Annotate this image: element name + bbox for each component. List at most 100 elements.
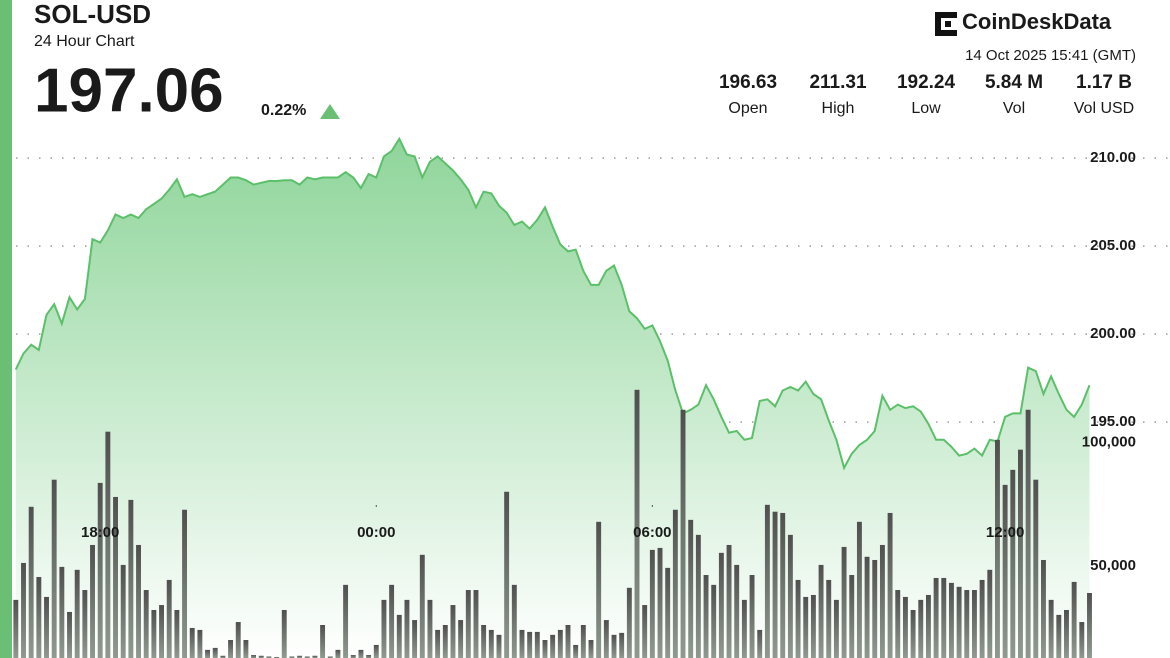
stat-label: Vol USD — [1074, 100, 1134, 117]
timestamp: 14 Oct 2025 15:41 (GMT) — [965, 47, 1136, 64]
volume-bar — [925, 594, 931, 658]
volume-bar — [596, 521, 602, 658]
volume-bar — [143, 590, 149, 658]
volume-bar — [1071, 581, 1077, 658]
change: 0.22% — [261, 102, 306, 119]
volume-bar — [366, 655, 372, 658]
volume-bar — [120, 564, 126, 658]
volume-bar — [1010, 469, 1016, 658]
x-tick-label: 00:00 — [357, 524, 395, 541]
volume-bar — [450, 605, 456, 658]
volume-bar — [550, 634, 556, 658]
subtitle: 24 Hour Chart — [34, 33, 135, 50]
volume-bar — [519, 629, 525, 658]
volume-bar — [504, 491, 510, 658]
logo: CoinDeskData — [935, 9, 1112, 36]
volume-bar — [44, 596, 49, 658]
volume-bar — [534, 631, 540, 658]
volume-bar — [780, 512, 786, 658]
volume-bar — [74, 569, 80, 658]
volume-bar — [251, 655, 257, 658]
volume-bar — [182, 509, 188, 658]
price-area — [15, 138, 1090, 658]
volume-bar — [1079, 622, 1085, 658]
volume-bar — [542, 640, 548, 658]
volume-bar — [718, 552, 724, 658]
volume-bar — [1056, 614, 1062, 658]
volume-bar — [856, 521, 862, 658]
volume-bar — [197, 629, 203, 658]
title: SOL-USD — [34, 0, 151, 29]
volume-bar — [910, 609, 916, 658]
y-tick-label: 195.00 — [1090, 413, 1136, 430]
stat-value: 192.24 — [897, 72, 956, 93]
volume-bar — [343, 584, 349, 658]
volume-bar — [335, 649, 341, 658]
volume-bar — [389, 584, 395, 658]
volume-bar — [948, 582, 954, 658]
logo-icon — [935, 12, 957, 36]
volume-bar — [412, 620, 418, 658]
volume-bar — [13, 599, 19, 658]
volume-bar — [159, 605, 164, 658]
accent-strip — [0, 0, 12, 658]
volume-bar — [212, 647, 218, 658]
x-tick-label: 18:00 — [81, 524, 119, 541]
y-tick-label: 200.00 — [1090, 325, 1136, 342]
volume-bar — [849, 575, 855, 658]
x-tick-label: 12:00 — [986, 524, 1024, 541]
volume-bar — [833, 599, 839, 658]
volume-bar — [757, 629, 763, 658]
volume-bar — [51, 479, 57, 658]
volume-bar — [688, 519, 694, 658]
volume-bar — [128, 499, 134, 658]
volume-bar — [381, 599, 387, 658]
stat-label: Low — [911, 100, 941, 117]
volume-bar — [557, 629, 563, 658]
volume-bar — [611, 634, 617, 658]
volume-bar — [887, 512, 893, 658]
volume-bar — [795, 579, 801, 658]
volume-bar — [327, 656, 333, 658]
volume-bar — [918, 599, 924, 658]
volume-bar — [36, 576, 42, 658]
volume-bar — [841, 546, 847, 658]
stat-label: Vol — [1003, 100, 1025, 117]
volume-bar — [243, 640, 249, 658]
volume-bar — [626, 587, 632, 658]
volume-bar — [320, 625, 326, 658]
volume-bar — [565, 625, 571, 658]
volume-bar — [1025, 409, 1031, 658]
volume-bar — [442, 625, 448, 658]
volume-bar — [151, 609, 157, 658]
volume-bar — [580, 625, 586, 658]
volume-bar — [90, 544, 95, 658]
volume-bar — [82, 590, 88, 658]
volume-bar — [872, 559, 878, 658]
volume-bar — [603, 620, 609, 658]
volume-bar — [281, 609, 287, 658]
volume-bar — [734, 564, 740, 658]
volume-bar — [803, 596, 809, 658]
volume-bar — [419, 554, 425, 658]
volume-bar — [59, 566, 65, 658]
volume-bar — [220, 655, 226, 658]
volume-bar — [1041, 559, 1046, 658]
volume-bar — [695, 534, 701, 658]
brand: CoinDeskData — [962, 9, 1112, 34]
volume-bar — [749, 575, 755, 658]
volume-bar — [166, 579, 172, 658]
y-tick-label: 210.00 — [1090, 149, 1136, 166]
volume-bar — [473, 590, 479, 658]
axis-labels: 195.00 200.00 205.00 210.00 50,000 100,000 18:… — [81, 149, 1136, 574]
volume-bar — [136, 544, 141, 658]
stats: 196.63 Open 211.31 High 192.24 Low 5.84 M Vol 1.… — [719, 72, 1134, 117]
volume-bar — [458, 620, 464, 658]
volume-bar — [97, 482, 103, 658]
stat-value: 1.17 B — [1076, 72, 1132, 93]
volume-bar — [404, 599, 410, 658]
volume-bar — [619, 632, 625, 658]
brand-suffix: Data — [1063, 9, 1111, 34]
volume-bar — [772, 511, 778, 658]
